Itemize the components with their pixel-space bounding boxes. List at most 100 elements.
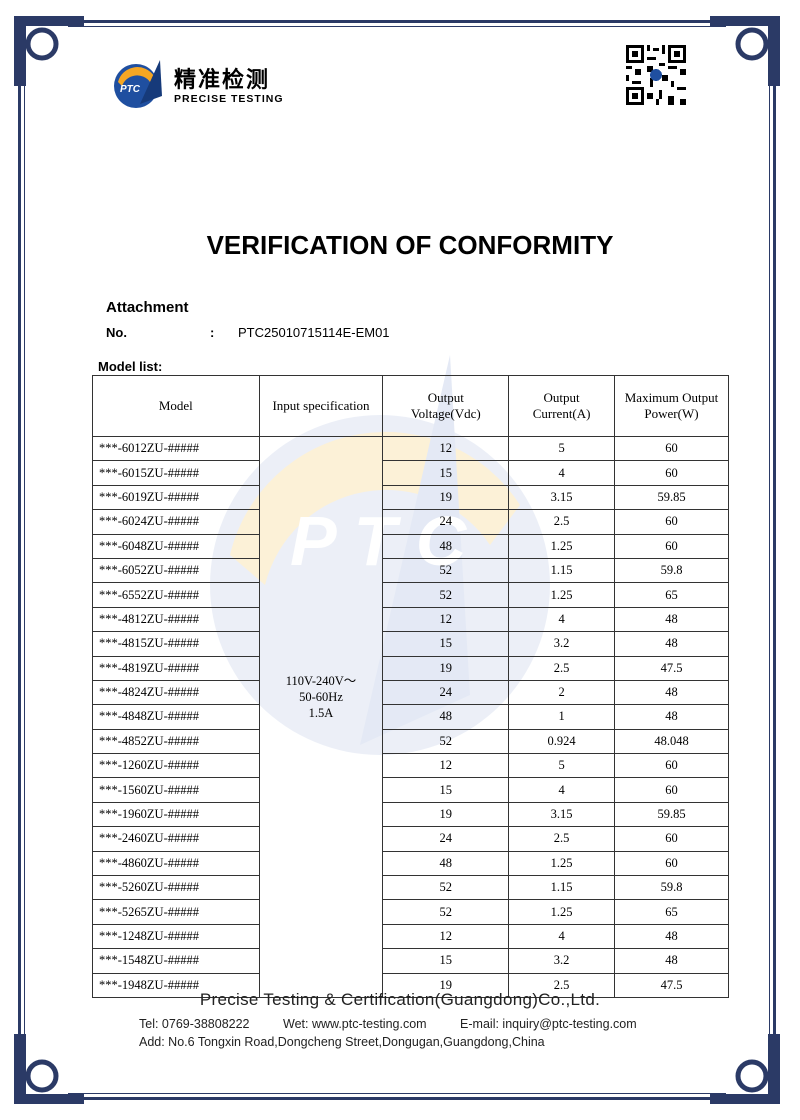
power-cell: 65: [614, 582, 729, 608]
current-cell: 4: [508, 923, 616, 950]
address: Add: No.6 Tongxin Road,Dongcheng Street,…: [139, 1035, 545, 1049]
input-spec-cell: 110V-240V～ 50-60Hz 1.5A: [258, 436, 384, 998]
power-cell: 48: [614, 631, 729, 657]
current-cell: 4: [508, 777, 616, 803]
voltage-cell: 15: [382, 631, 510, 657]
table-row: ***-1560ZU-##### 15 4 60: [92, 777, 729, 803]
model-cell: ***-4848ZU-#####: [92, 704, 260, 730]
model-cell: ***-6015ZU-#####: [92, 460, 260, 486]
corner-ornament-icon: [710, 16, 780, 86]
input-spec-line: 50-60Hz: [299, 689, 343, 704]
voltage-cell: 48: [382, 533, 510, 559]
table-row: ***-5265ZU-##### 52 1.25 65: [92, 899, 729, 925]
voltage-cell: 24: [382, 509, 510, 535]
table-row: ***-1248ZU-##### 12 4 48: [92, 923, 729, 950]
table-row: ***-1960ZU-##### 19 3.15 59.85: [92, 801, 729, 828]
current-cell: 2.5: [508, 509, 616, 535]
power-cell: 60: [614, 826, 729, 852]
model-cell: ***-6012ZU-#####: [92, 435, 260, 462]
power-cell: 60: [614, 533, 729, 559]
current-cell: 1.25: [508, 850, 616, 877]
current-cell: 5: [508, 753, 616, 779]
current-cell: 2: [508, 679, 616, 706]
model-cell: ***-2460ZU-#####: [92, 826, 260, 852]
column-header-input-spec: Input specification: [258, 375, 384, 437]
current-cell: 4: [508, 460, 616, 486]
current-cell: 3.2: [508, 948, 616, 974]
ptc-logo-icon: PTC: [114, 60, 162, 108]
power-cell: 59.85: [614, 801, 729, 828]
model-cell: ***-6052ZU-#####: [92, 557, 260, 584]
table-row: ***-4852ZU-##### 52 0.924 48.048: [92, 728, 729, 755]
column-header-output-voltage: Output Voltage(Vdc): [382, 375, 510, 437]
table-row: ***-6052ZU-##### 52 1.15 59.8: [92, 557, 729, 584]
model-cell: ***-1248ZU-#####: [92, 923, 260, 950]
telephone: Tel: 0769-38808222: [139, 1017, 250, 1031]
model-cell: ***-6019ZU-#####: [92, 484, 260, 511]
voltage-cell: 12: [382, 923, 510, 950]
company-name: Precise Testing & Certification(Guangdon…: [199, 990, 601, 1009]
model-list-table: Model Input specification Output Voltage…: [92, 375, 729, 998]
current-cell: 2.5: [508, 826, 616, 852]
logo-english-text: PRECISE TESTING: [174, 93, 284, 105]
current-cell: 3.15: [508, 484, 616, 511]
document-title: VERIFICATION OF CONFORMITY: [206, 230, 614, 260]
power-cell: 60: [614, 777, 729, 803]
power-cell: 48: [614, 923, 729, 950]
contact-line: Tel: 0769-38808222 Wet: www.ptc-testing.…: [139, 1017, 667, 1031]
model-cell: ***-1548ZU-#####: [92, 948, 260, 974]
table-row: ***-4824ZU-##### 24 2 48: [92, 679, 729, 706]
input-spec-line: 1.5A: [308, 705, 334, 720]
corner-ornament-icon: [14, 16, 84, 86]
table-row: ***-6015ZU-##### 15 4 60: [92, 460, 729, 486]
voltage-cell: 24: [382, 679, 510, 706]
current-cell: 1.25: [508, 533, 616, 559]
power-cell: 65: [614, 899, 729, 925]
model-cell: ***-4819ZU-#####: [92, 655, 260, 681]
model-cell: ***-4812ZU-#####: [92, 606, 260, 633]
current-cell: 1.25: [508, 899, 616, 925]
power-cell: 59.8: [614, 875, 729, 901]
current-cell: 2.5: [508, 655, 616, 681]
current-cell: 1.25: [508, 582, 616, 608]
website[interactable]: Wet: www.ptc-testing.com: [283, 1017, 427, 1031]
table-row: ***-6552ZU-##### 52 1.25 65: [92, 582, 729, 608]
column-header-max-power: Maximum Output Power(W): [614, 375, 729, 437]
power-cell: 59.8: [614, 557, 729, 584]
voltage-cell: 52: [382, 875, 510, 901]
voltage-cell: 12: [382, 606, 510, 633]
voltage-cell: 52: [382, 899, 510, 925]
voltage-cell: 48: [382, 850, 510, 877]
report-number: PTC25010715114E-EM01: [238, 325, 390, 340]
voltage-cell: 15: [382, 460, 510, 486]
table-row: ***-6012ZU-##### 110V-240V～ 50-60Hz 1.5A 12 5…: [92, 435, 729, 998]
voltage-cell: 19: [382, 972, 510, 998]
table-row: ***-6019ZU-##### 19 3.15 59.85: [92, 484, 729, 511]
current-cell: 0.924: [508, 728, 616, 755]
table-row: ***-4860ZU-##### 48 1.25 60: [92, 850, 729, 877]
power-cell: 60: [614, 753, 729, 779]
current-cell: 1: [508, 704, 616, 730]
model-cell: ***-6048ZU-#####: [92, 533, 260, 559]
power-cell: 60: [614, 460, 729, 486]
power-cell: 48: [614, 679, 729, 706]
model-cell: ***-1560ZU-#####: [92, 777, 260, 803]
table-row: ***-4815ZU-##### 15 3.2 48: [92, 631, 729, 657]
corner-ornament-icon: [710, 1034, 780, 1104]
table-row: ***-2460ZU-##### 24 2.5 60: [92, 826, 729, 852]
current-cell: 3.15: [508, 801, 616, 828]
voltage-cell: 52: [382, 582, 510, 608]
model-cell: ***-6024ZU-#####: [92, 509, 260, 535]
voltage-cell: 24: [382, 826, 510, 852]
table-row: ***-5260ZU-##### 52 1.15 59.8: [92, 875, 729, 901]
model-cell: ***-4860ZU-#####: [92, 850, 260, 877]
corner-ornament-icon: [14, 1034, 84, 1104]
attachment-heading: Attachment: [106, 299, 189, 316]
model-cell: ***-4852ZU-#####: [92, 728, 260, 755]
voltage-cell: 19: [382, 484, 510, 511]
email[interactable]: E-mail: inquiry@ptc-testing.com: [460, 1017, 637, 1031]
model-list-label: Model list:: [98, 359, 163, 374]
voltage-cell: 15: [382, 777, 510, 803]
power-cell: 48: [614, 948, 729, 974]
power-cell: 48.048: [614, 728, 729, 755]
